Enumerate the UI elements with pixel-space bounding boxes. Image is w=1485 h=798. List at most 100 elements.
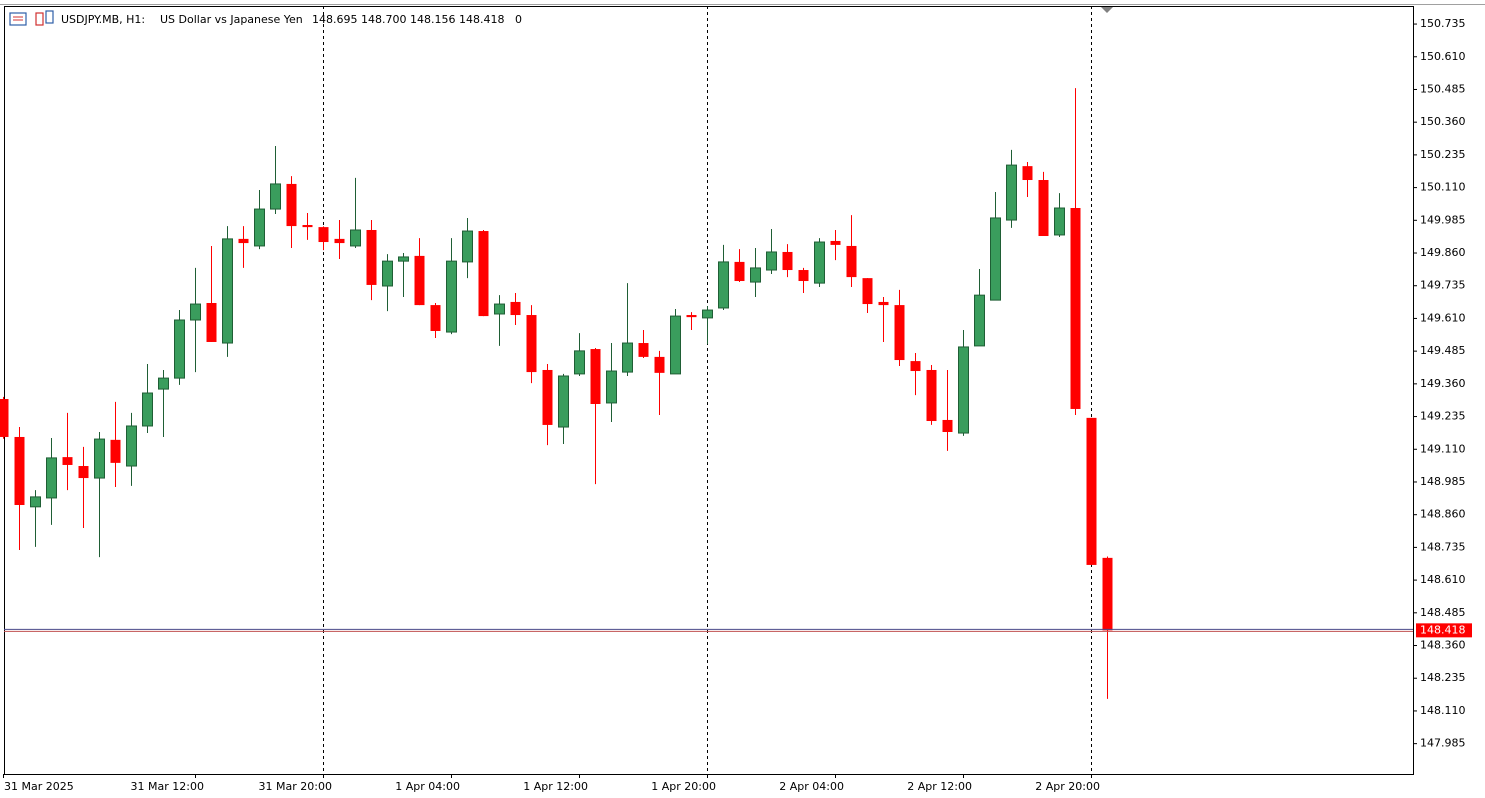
- candle-body: [830, 240, 841, 245]
- candle-body: [638, 343, 649, 357]
- header-description: US Dollar vs Japanese Yen: [160, 13, 303, 26]
- candle-body: [254, 208, 265, 247]
- plot-frame: [4, 6, 1414, 775]
- y-tick-label: 148.735: [1420, 540, 1466, 553]
- candle-body: [126, 425, 137, 467]
- candle-body: [782, 251, 793, 271]
- y-tick-label: 149.860: [1420, 246, 1466, 259]
- candle-body: [894, 305, 905, 361]
- candle-body: [462, 230, 473, 263]
- y-tick-label: 148.860: [1420, 508, 1466, 521]
- candle-body: [1038, 180, 1049, 237]
- candle-body: [974, 294, 985, 347]
- candle-body: [286, 183, 297, 227]
- candle-body: [158, 377, 169, 390]
- y-tick-label: 149.360: [1420, 377, 1466, 390]
- candle-body: [478, 231, 489, 317]
- candle-body: [302, 225, 313, 228]
- candle-body: [174, 319, 185, 379]
- candle-body: [846, 245, 857, 278]
- candle-body: [1086, 417, 1097, 565]
- y-tick-label: 150.485: [1420, 82, 1466, 95]
- y-tick-label: 148.985: [1420, 475, 1466, 488]
- y-tick-label: 149.610: [1420, 311, 1466, 324]
- candle-body: [734, 261, 745, 282]
- candle-body: [910, 361, 921, 372]
- y-tick-label: 147.985: [1420, 737, 1466, 750]
- header-symbol: USDJPY.MB, H1:: [61, 13, 145, 26]
- x-tick-label: 2 Apr 04:00: [779, 780, 844, 793]
- candle-body: [1006, 164, 1017, 221]
- y-tick-label: 149.110: [1420, 442, 1466, 455]
- candle-body: [1022, 166, 1033, 181]
- candle-body: [14, 436, 25, 506]
- x-tick-label: 2 Apr 20:00: [1035, 780, 1100, 793]
- candle-body: [414, 255, 425, 306]
- candle-body: [382, 260, 393, 287]
- candle-body: [238, 238, 249, 244]
- candle-body: [814, 241, 825, 284]
- x-tick-label: 31 Mar 12:00: [131, 780, 204, 793]
- x-tick-label: 31 Mar 2025: [4, 780, 74, 793]
- candle-body: [222, 238, 233, 344]
- candle-body: [574, 350, 585, 375]
- candle-body: [46, 457, 57, 499]
- candle-body: [942, 419, 953, 432]
- candle-body: [766, 251, 777, 271]
- candle-body: [958, 346, 969, 434]
- candle-body: [702, 309, 713, 319]
- y-tick-label: 149.735: [1420, 279, 1466, 292]
- y-tick-label: 149.985: [1420, 213, 1466, 226]
- candle-body: [1102, 557, 1113, 631]
- candle-body: [686, 315, 697, 318]
- candle-body: [446, 260, 457, 333]
- candle-body: [606, 370, 617, 404]
- candle-body: [206, 302, 217, 342]
- candle-body: [990, 217, 1001, 301]
- candle-body: [1054, 207, 1065, 236]
- candle-body: [142, 392, 153, 427]
- candle-body: [558, 375, 569, 428]
- last-price-box: [1416, 623, 1472, 638]
- candle-body: [0, 399, 9, 437]
- x-tick-label: 1 Apr 20:00: [651, 780, 716, 793]
- x-tick-label: 1 Apr 04:00: [395, 780, 460, 793]
- candle-body: [750, 267, 761, 283]
- candle-body: [510, 301, 521, 316]
- candle-body: [926, 369, 937, 422]
- header-quote: 148.695 148.700 148.156 148.418: [312, 13, 504, 26]
- candle-body: [718, 261, 729, 309]
- x-tick-label: 2 Apr 12:00: [907, 780, 972, 793]
- candle-body: [430, 305, 441, 331]
- header-spread: 0: [515, 13, 522, 26]
- x-tick-label: 31 Mar 20:00: [259, 780, 332, 793]
- candle-body: [1070, 208, 1081, 409]
- candle-body: [366, 229, 377, 285]
- candle-body: [862, 278, 873, 305]
- y-tick-label: 148.235: [1420, 671, 1466, 684]
- candle-body: [78, 466, 89, 479]
- candle-body: [334, 238, 345, 244]
- candle-body: [878, 301, 889, 306]
- candle-body: [350, 229, 361, 247]
- y-tick-label: 150.735: [1420, 17, 1466, 30]
- candle-body: [654, 356, 665, 373]
- y-tick-label: 150.235: [1420, 148, 1466, 161]
- y-tick-label: 148.110: [1420, 704, 1466, 717]
- y-tick-label: 149.485: [1420, 344, 1466, 357]
- candle-body: [94, 438, 105, 479]
- y-tick-label: 149.235: [1420, 410, 1466, 423]
- y-tick-label: 150.360: [1420, 115, 1466, 128]
- candle-body: [318, 227, 329, 243]
- y-tick-label: 150.110: [1420, 181, 1466, 194]
- header-icon: [9, 10, 54, 26]
- candle-body: [62, 457, 73, 465]
- candle-body: [590, 349, 601, 404]
- candle-body: [30, 496, 41, 508]
- y-tick-label: 150.610: [1420, 50, 1466, 63]
- candle-body: [494, 303, 505, 315]
- candle-body: [622, 342, 633, 373]
- candle-body: [190, 303, 201, 321]
